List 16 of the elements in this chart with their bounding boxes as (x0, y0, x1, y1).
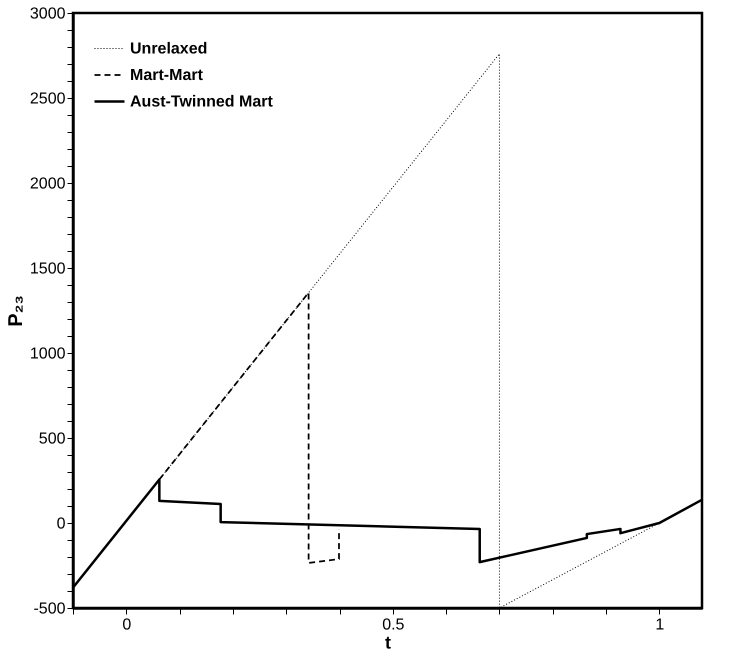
y-tick-label: 1000 (30, 346, 66, 362)
legend-label: Aust-Twinned Mart (130, 94, 274, 110)
x-tick-label: 0.5 (382, 616, 405, 634)
x-axis-title: t (385, 632, 391, 652)
y-tick-label: 0 (56, 516, 66, 532)
y-tick-label: 500 (38, 430, 66, 448)
x-tick-label: 1 (655, 616, 664, 634)
y-axis-title: P₂₃ (4, 295, 27, 327)
legend-label: Mart-Mart (130, 67, 204, 84)
y-tick-label: 1500 (30, 260, 66, 278)
y-tick-label: 2000 (30, 176, 66, 192)
y-tick-label: -500 (33, 600, 66, 618)
legend-label: Unrelaxed (130, 40, 208, 58)
x-tick-label: 0 (122, 616, 132, 634)
y-tick-label: 2500 (30, 90, 66, 108)
y-tick-label: 3000 (30, 6, 66, 22)
